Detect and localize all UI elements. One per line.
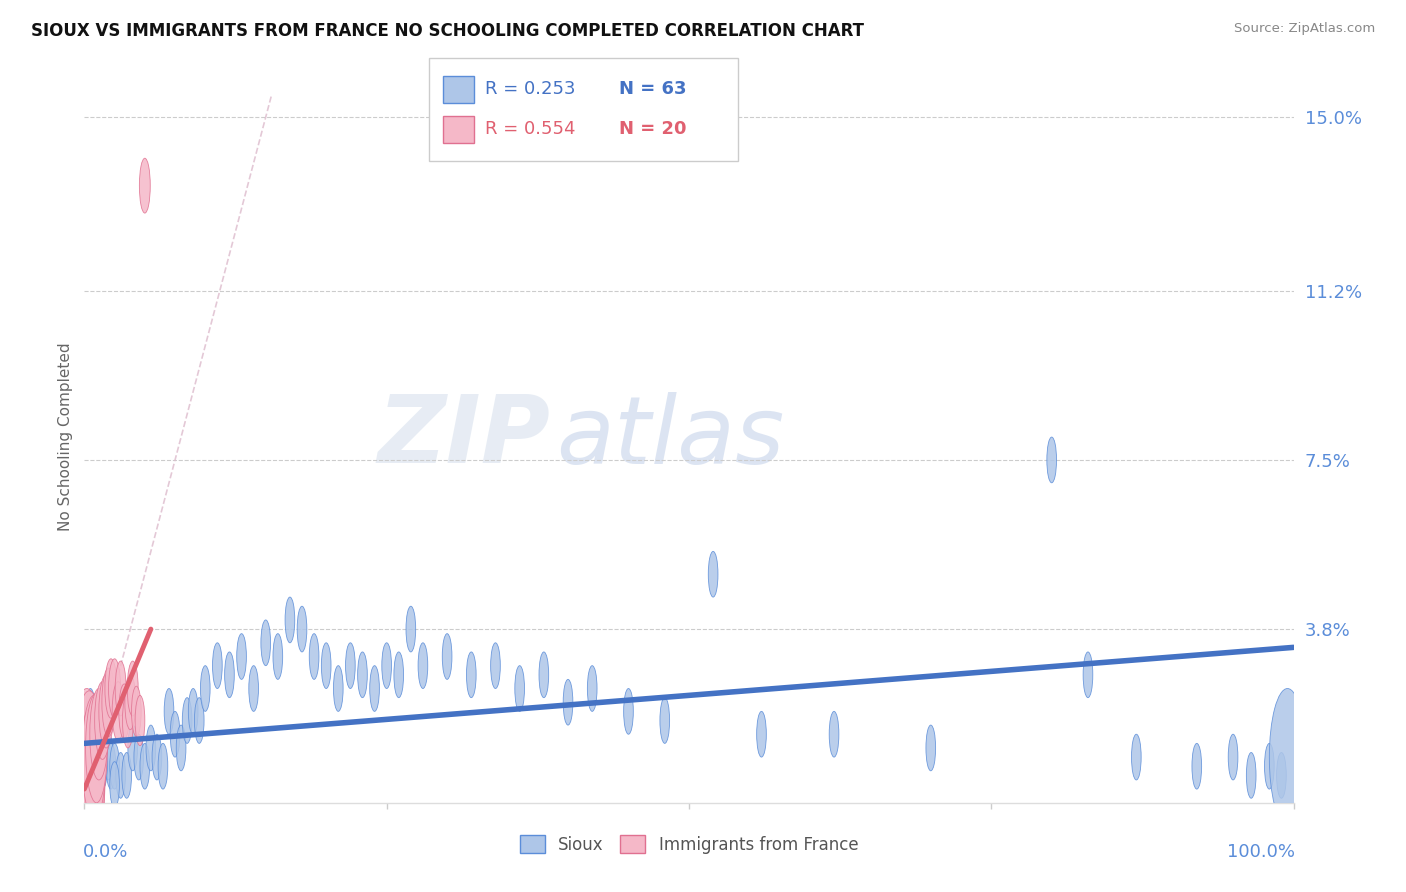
Text: N = 20: N = 20 bbox=[619, 120, 686, 138]
Ellipse shape bbox=[82, 696, 105, 819]
Ellipse shape bbox=[188, 689, 198, 734]
Ellipse shape bbox=[134, 734, 143, 780]
Ellipse shape bbox=[146, 725, 156, 771]
Ellipse shape bbox=[333, 665, 343, 712]
Ellipse shape bbox=[309, 633, 319, 680]
Ellipse shape bbox=[135, 696, 145, 746]
Ellipse shape bbox=[285, 597, 295, 643]
Ellipse shape bbox=[183, 698, 193, 743]
Ellipse shape bbox=[357, 652, 367, 698]
Ellipse shape bbox=[128, 725, 138, 771]
Ellipse shape bbox=[152, 734, 162, 780]
Ellipse shape bbox=[273, 633, 283, 680]
Ellipse shape bbox=[1083, 652, 1092, 698]
Ellipse shape bbox=[75, 690, 104, 842]
Ellipse shape bbox=[86, 689, 96, 734]
Ellipse shape bbox=[515, 665, 524, 712]
Ellipse shape bbox=[110, 762, 120, 807]
Ellipse shape bbox=[830, 712, 839, 757]
Text: R = 0.253: R = 0.253 bbox=[485, 80, 575, 98]
Ellipse shape bbox=[249, 665, 259, 712]
Text: R = 0.554: R = 0.554 bbox=[485, 120, 575, 138]
Ellipse shape bbox=[491, 643, 501, 689]
Ellipse shape bbox=[406, 607, 416, 652]
Ellipse shape bbox=[1277, 753, 1286, 798]
Ellipse shape bbox=[194, 698, 204, 743]
Text: ZIP: ZIP bbox=[377, 391, 550, 483]
Ellipse shape bbox=[170, 712, 180, 757]
Ellipse shape bbox=[236, 633, 246, 680]
Ellipse shape bbox=[659, 698, 669, 743]
Y-axis label: No Schooling Completed: No Schooling Completed bbox=[58, 343, 73, 532]
Ellipse shape bbox=[120, 684, 129, 739]
Ellipse shape bbox=[91, 706, 101, 753]
Ellipse shape bbox=[165, 689, 174, 734]
Ellipse shape bbox=[105, 743, 115, 789]
Ellipse shape bbox=[104, 734, 114, 780]
Ellipse shape bbox=[1229, 734, 1237, 780]
Ellipse shape bbox=[382, 643, 391, 689]
Ellipse shape bbox=[110, 743, 120, 789]
Ellipse shape bbox=[1047, 437, 1056, 483]
Ellipse shape bbox=[94, 681, 110, 759]
Ellipse shape bbox=[115, 661, 127, 716]
Ellipse shape bbox=[97, 743, 107, 789]
Ellipse shape bbox=[112, 681, 124, 741]
Ellipse shape bbox=[467, 652, 477, 698]
Ellipse shape bbox=[128, 661, 138, 716]
Ellipse shape bbox=[927, 725, 935, 771]
Ellipse shape bbox=[212, 643, 222, 689]
Ellipse shape bbox=[564, 680, 572, 725]
Ellipse shape bbox=[108, 659, 121, 718]
Ellipse shape bbox=[69, 689, 105, 871]
Ellipse shape bbox=[86, 693, 107, 803]
Ellipse shape bbox=[1270, 689, 1306, 826]
Ellipse shape bbox=[297, 607, 307, 652]
Ellipse shape bbox=[105, 659, 117, 718]
Ellipse shape bbox=[1192, 743, 1202, 789]
Ellipse shape bbox=[122, 753, 132, 798]
Ellipse shape bbox=[201, 665, 209, 712]
Ellipse shape bbox=[98, 674, 114, 747]
Ellipse shape bbox=[346, 643, 356, 689]
Ellipse shape bbox=[176, 725, 186, 771]
Ellipse shape bbox=[122, 693, 134, 747]
Ellipse shape bbox=[132, 686, 141, 737]
Ellipse shape bbox=[90, 689, 108, 780]
Text: 100.0%: 100.0% bbox=[1226, 843, 1295, 861]
Ellipse shape bbox=[394, 652, 404, 698]
Ellipse shape bbox=[262, 620, 270, 665]
Ellipse shape bbox=[709, 551, 718, 597]
Ellipse shape bbox=[139, 158, 150, 213]
Ellipse shape bbox=[225, 652, 235, 698]
Ellipse shape bbox=[125, 675, 136, 730]
Ellipse shape bbox=[624, 689, 633, 734]
Legend: Sioux, Immigrants from France: Sioux, Immigrants from France bbox=[513, 829, 865, 860]
Text: N = 63: N = 63 bbox=[619, 80, 686, 98]
Ellipse shape bbox=[79, 706, 105, 844]
Ellipse shape bbox=[443, 633, 451, 680]
Ellipse shape bbox=[115, 753, 125, 798]
Text: SIOUX VS IMMIGRANTS FROM FRANCE NO SCHOOLING COMPLETED CORRELATION CHART: SIOUX VS IMMIGRANTS FROM FRANCE NO SCHOO… bbox=[31, 22, 863, 40]
Ellipse shape bbox=[370, 665, 380, 712]
Ellipse shape bbox=[756, 712, 766, 757]
Ellipse shape bbox=[1132, 734, 1142, 780]
Text: 0.0%: 0.0% bbox=[83, 843, 128, 861]
Ellipse shape bbox=[418, 643, 427, 689]
Ellipse shape bbox=[322, 643, 330, 689]
Text: Source: ZipAtlas.com: Source: ZipAtlas.com bbox=[1234, 22, 1375, 36]
Ellipse shape bbox=[538, 652, 548, 698]
Ellipse shape bbox=[588, 665, 598, 712]
Ellipse shape bbox=[1264, 743, 1274, 789]
Ellipse shape bbox=[157, 743, 167, 789]
Text: atlas: atlas bbox=[555, 392, 785, 483]
Ellipse shape bbox=[101, 668, 115, 737]
Ellipse shape bbox=[1246, 753, 1256, 798]
Ellipse shape bbox=[141, 743, 149, 789]
Ellipse shape bbox=[97, 725, 107, 771]
